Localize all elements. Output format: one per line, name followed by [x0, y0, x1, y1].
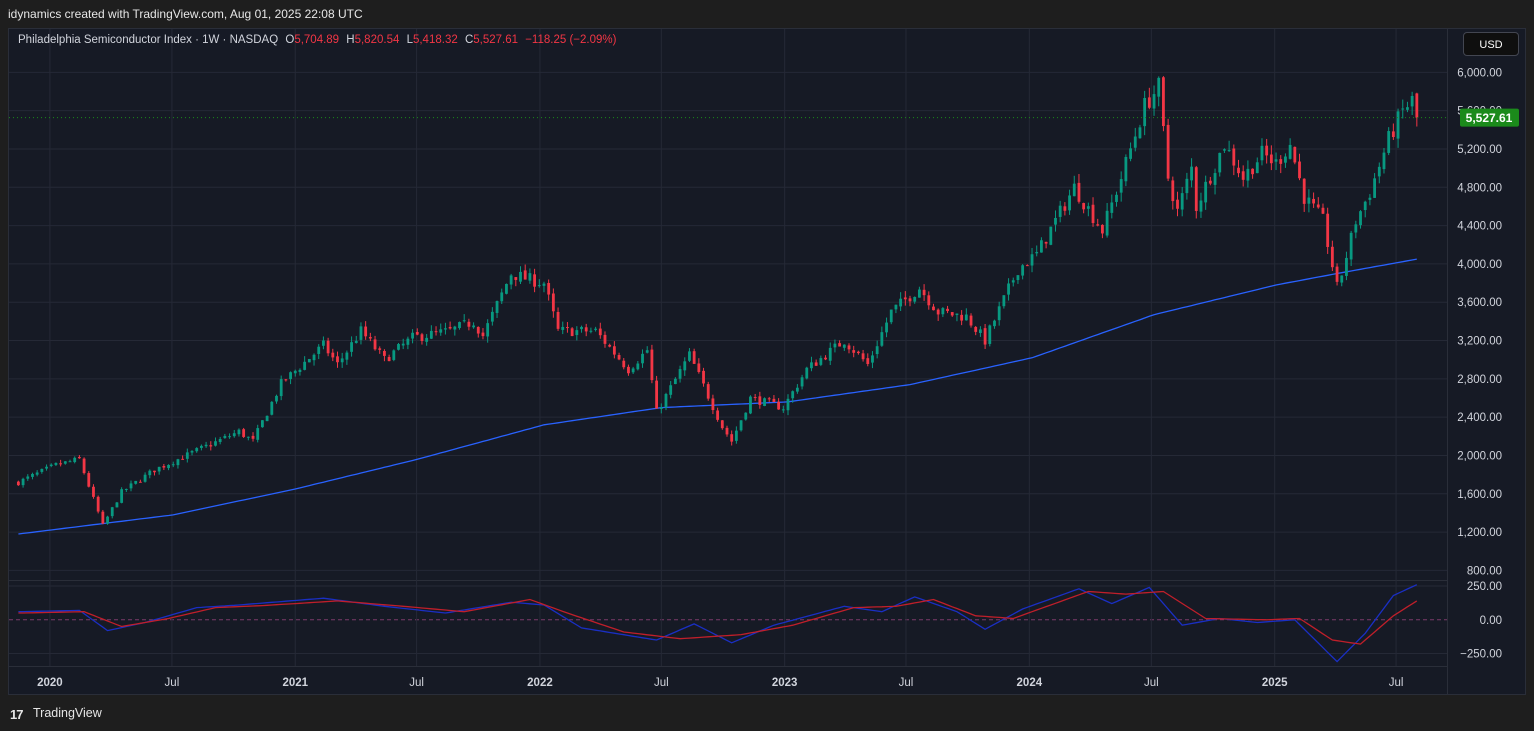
high-value: 5,820.54	[354, 34, 400, 46]
symbol-legend[interactable]: Philadelphia Semiconductor Index · 1W · …	[18, 34, 616, 46]
close-value: 5,527.61	[473, 34, 519, 46]
currency-button[interactable]: USD	[1463, 32, 1519, 56]
close-label: C	[464, 34, 474, 46]
open-label: O	[285, 34, 295, 46]
low-value: 5,418.32	[412, 34, 458, 46]
tradingview-logo-icon[interactable]: 17	[10, 707, 24, 722]
change-value: −118.25 (−2.09%)	[525, 34, 617, 46]
open-value: 5,704.89	[294, 34, 340, 46]
tradingview-brand[interactable]: TradingView	[33, 706, 102, 720]
low-label: L	[406, 34, 413, 46]
chart-frame[interactable]	[8, 28, 1526, 695]
high-label: H	[346, 34, 355, 46]
footer-bar: 17 TradingView	[0, 700, 1534, 731]
attribution-bar: idynamics created with TradingView.com, …	[0, 0, 1534, 28]
attribution-text: idynamics created with TradingView.com, …	[8, 7, 363, 21]
symbol-name: Philadelphia Semiconductor Index · 1W · …	[18, 34, 279, 46]
